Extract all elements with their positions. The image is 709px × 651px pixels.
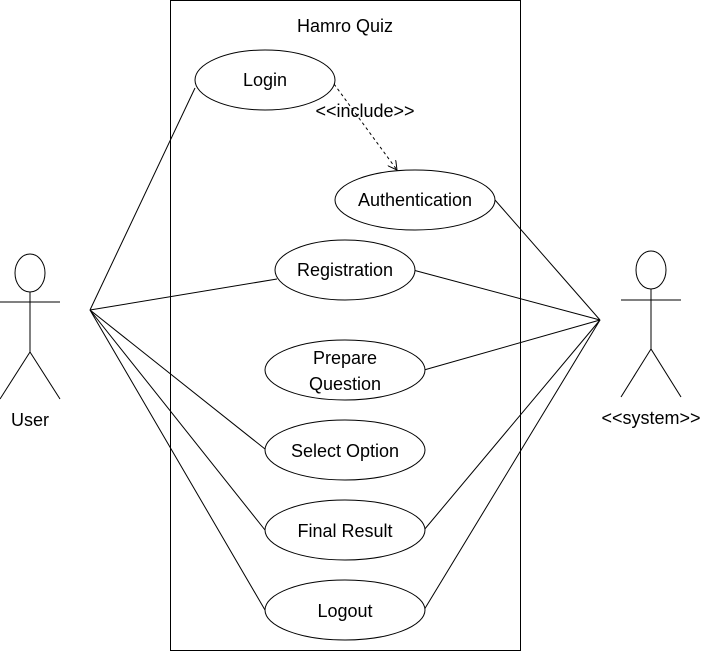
- use-case-authentication: Authentication: [334, 169, 496, 231]
- system-title: Hamro Quiz: [297, 16, 393, 36]
- association-user-logout: [89, 309, 266, 611]
- use-case-logout: Logout: [264, 579, 426, 641]
- use-case-login-label: Login: [243, 70, 287, 90]
- use-case-registration: Registration: [274, 239, 416, 301]
- actor-user-left-leg: [0, 351, 31, 400]
- use-case-logout-label: Logout: [317, 601, 372, 621]
- use-case-final-result-label: Final Result: [297, 521, 392, 541]
- association-user-final-result: [89, 309, 266, 531]
- actor-user: User: [0, 253, 61, 430]
- actor-user-head: [14, 253, 46, 293]
- system-associations: [412, 199, 601, 611]
- actor-system-head: [635, 250, 667, 290]
- user-associations: [89, 87, 278, 611]
- association-system-authentication: [494, 199, 601, 321]
- actor-user-right-leg: [29, 351, 61, 400]
- use-case-select-option: Select Option: [264, 419, 426, 481]
- use-case-login: Login: [194, 49, 336, 111]
- association-user-select-option: [89, 309, 266, 450]
- actor-system-label: <<system>>: [601, 408, 700, 428]
- actor-system-left-leg: [620, 348, 652, 398]
- use-case-select-option-label: Select Option: [291, 441, 399, 461]
- actor-system-right-leg: [650, 348, 682, 398]
- use-case-final-result: Final Result: [264, 499, 426, 561]
- association-system-logout: [423, 319, 601, 611]
- use-case-prepare-label-line1: Prepare: [313, 348, 377, 368]
- actor-system: <<system>>: [601, 250, 701, 428]
- association-system-registration: [412, 269, 601, 321]
- use-case-authentication-label: Authentication: [358, 190, 472, 210]
- include-arrow: [333, 83, 397, 170]
- association-user-registration: [89, 278, 278, 311]
- use-case-registration-label: Registration: [297, 260, 393, 280]
- use-case-prepare-label-line2: Question: [309, 374, 381, 394]
- association-system-prepare-question: [423, 319, 601, 371]
- include-label: <<include>>: [315, 101, 414, 121]
- actor-user-label: User: [11, 410, 49, 430]
- association-user-login: [89, 87, 196, 311]
- use-case-prepare-question: Prepare Question: [264, 339, 426, 401]
- association-system-final-result: [423, 319, 601, 531]
